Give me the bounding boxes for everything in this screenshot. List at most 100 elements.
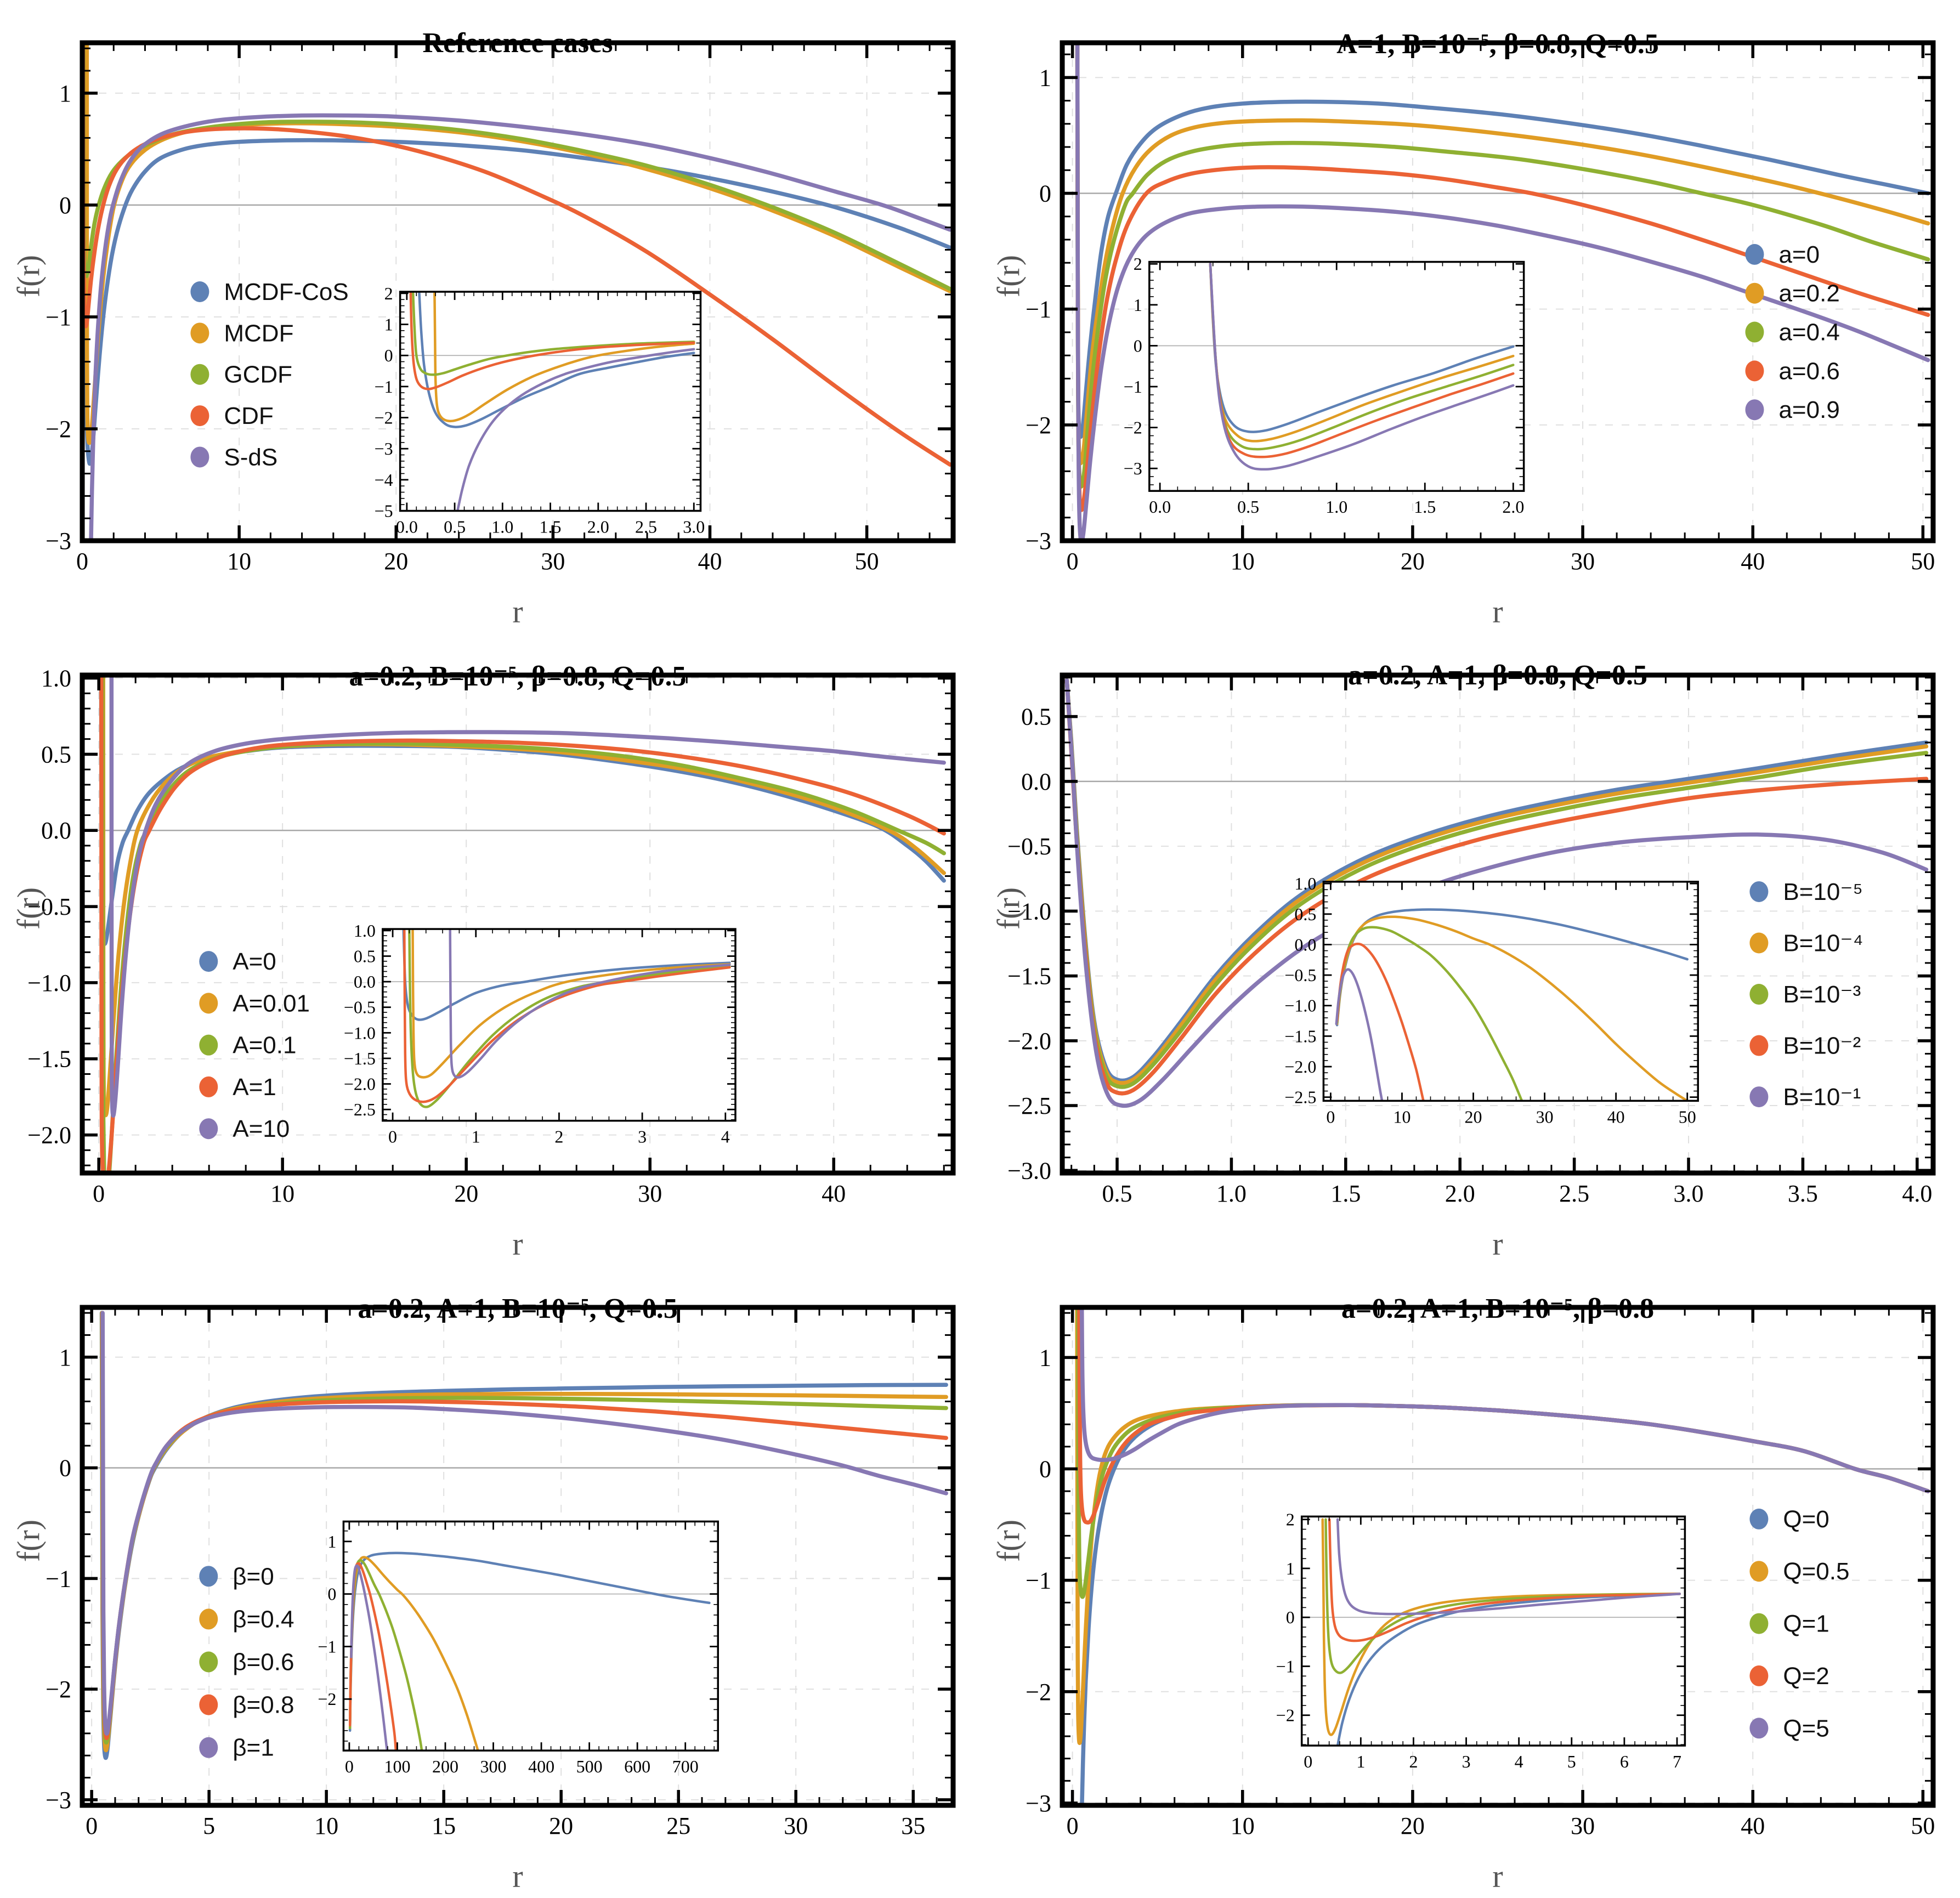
tick-label: 3 [638,1127,647,1147]
tick-label: 0.0 [354,972,376,992]
curve-GCDF [82,43,953,291]
inset-curve-3 [403,929,731,1103]
legend-label: B=10⁻⁵ [1783,879,1862,905]
tick-label: 35 [901,1812,925,1839]
tick-label: 0 [1286,1607,1295,1627]
tick-label: 0 [384,345,393,365]
axis-ticks [1062,43,1933,542]
tick-label: 2 [554,1127,563,1147]
tick-label: 20 [549,1812,573,1839]
tick-label: 1.0 [354,921,376,940]
legend-item: Q=5 [1749,1715,1829,1742]
tick-label: 2.0 [1502,497,1524,517]
curves [1075,43,1930,541]
tick-label: 10 [227,548,251,575]
x-axis-label: r [1492,1859,1503,1894]
legend-swatch-green [1745,321,1764,343]
inset-curve-4 [1335,968,1384,1101]
legend-item: a=0 [1745,241,1820,268]
legend-item: S-dS [190,444,277,471]
tick-label: 30 [638,1180,662,1207]
tick-label: −1.5 [344,1049,376,1068]
tick-label: 0.5 [444,517,466,537]
tick-label: 6 [1620,1752,1629,1771]
tick-label: 1.0 [491,517,513,537]
legend-item: B=10⁻⁵ [1749,879,1863,905]
legend-item: a=0.9 [1745,396,1840,423]
tick-label: 4.0 [1902,1180,1932,1207]
legend-item: MCDF [190,320,293,347]
tick-label: −2.0 [1284,1057,1316,1077]
legend-label: MCDF-CoS [224,279,348,305]
tick-label: 0.0 [1149,497,1171,517]
legend-swatch-purple [1745,399,1764,421]
axis-ticks [82,1307,953,1805]
tick-label: 2.5 [1559,1180,1589,1207]
tick-label: 4 [1515,1752,1523,1771]
legend-label: Q=5 [1783,1715,1829,1742]
tick-label: 10 [314,1812,338,1839]
inset-curve-1 [1321,1518,1681,1736]
legend-swatch-blue [1749,1508,1769,1529]
legend-swatch-orange [199,1608,218,1630]
tick-label: 1 [1286,1559,1295,1578]
tick-label: 1.0 [1216,1180,1247,1207]
legend-label: a=0 [1778,241,1820,268]
legend-item: A=1 [199,1074,276,1101]
plot-frame [80,672,956,1176]
legend-item: a=0.2 [1745,280,1840,307]
curve-A=1 [99,675,946,1173]
legend: Q=0 Q=0.5 Q=1 Q=2 Q=5 [1749,1506,1849,1742]
inset-curve-4 [1336,1518,1681,1616]
legend-label: A=10 [233,1115,290,1142]
tick-label: −0.5 [344,998,376,1017]
legend-label: B=10⁻¹ [1783,1084,1861,1111]
legend-label: a=0.6 [1778,358,1839,384]
legend-label: a=0.4 [1778,319,1839,346]
tick-label: 1.5 [540,517,562,537]
panel-vary-B: a=0.2, A=1, β=0.8, Q=0.5 0.5 1.0 1.5 2.0 2.5… [980,632,1960,1265]
tick-label: 0.0 [396,517,418,537]
axis-ticks [82,675,953,1173]
inset-curve-3 [1328,1518,1681,1642]
inset-curve-4 [449,929,731,1079]
legend-label: B=10⁻² [1783,1033,1861,1060]
legend-item: CDF [190,403,274,429]
tick-label: 50 [1911,1812,1935,1839]
tick-label: 2.5 [635,517,657,537]
tick-label: −2.5 [344,1100,376,1119]
legend-label: β=0.4 [233,1606,294,1633]
curve-A=0 [99,675,946,946]
legend-label: a=0.2 [1778,280,1839,307]
tick-label: 400 [528,1757,554,1776]
legend-swatch-blue [1749,881,1769,902]
legend-item: A=10 [199,1115,290,1142]
legend-swatch-green [199,1651,218,1673]
legend-item: B=10⁻³ [1749,981,1861,1008]
tick-label: −2.5 [1007,1092,1051,1119]
legend: B=10⁻⁵ B=10⁻⁴ B=10⁻³ B=10⁻² B=10⁻¹ [1749,879,1863,1111]
tick-label: 7 [1673,1752,1681,1771]
legend-label: A=0 [233,948,276,975]
tick-label: 50 [855,548,879,575]
tick-label: −5 [375,501,393,521]
legend-label: S-dS [224,444,277,471]
tick-label: 0 [59,192,71,219]
curve-A=10 [109,675,946,1118]
legend-swatch-blue [199,951,218,972]
legend-swatch-green [1749,984,1769,1005]
tick-label: 0.0 [1294,934,1316,954]
legend-item: β=0 [199,1563,274,1590]
legend: β=0 β=0.4 β=0.6 β=0.8 β=1 [199,1563,294,1761]
tick-label: −1 [46,1565,71,1592]
tick-label: 1 [59,80,71,107]
tick-label: −0.5 [27,893,71,920]
tick-label: 2 [384,284,393,303]
x-axis-label: r [512,594,523,630]
tick-label: 3.0 [1674,1180,1704,1207]
tick-label: 0.5 [41,741,71,768]
tick-label: 1 [1134,295,1142,315]
